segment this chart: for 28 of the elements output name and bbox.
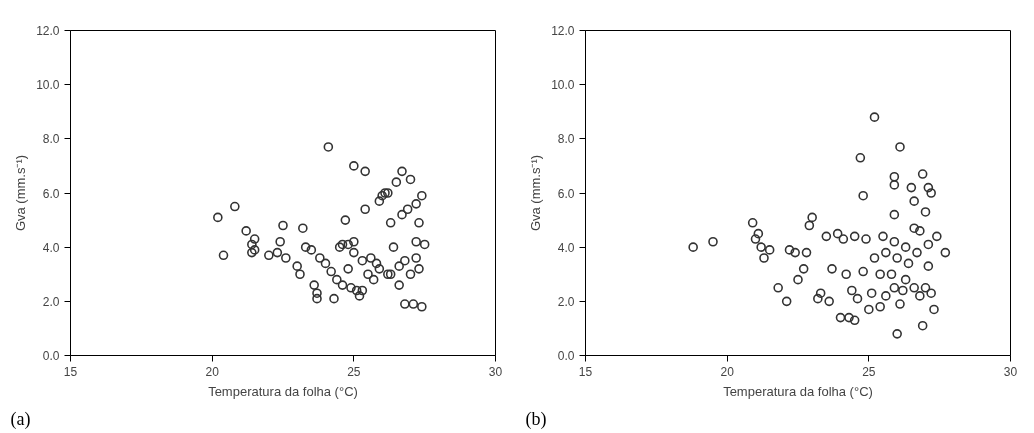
x-tick-label: 20 — [205, 364, 220, 379]
y-tick-label: 12.0 — [36, 24, 60, 38]
y-tick-label: 12.0 — [551, 24, 575, 38]
y-tick-label: 10.0 — [36, 78, 60, 93]
y-tick-label: 4.0 — [42, 240, 60, 255]
x-axis-title: Temperatura da folha (°C) — [723, 383, 873, 399]
text: (a) — [10, 408, 31, 430]
y-tick-label: 0.0 — [42, 349, 60, 363]
x-axis-title: Temperatura da folha (°C) — [208, 383, 358, 399]
y-tick-label: 8.0 — [557, 132, 575, 147]
x-tick-label: 20 — [720, 364, 735, 379]
y-tick-label: 4.0 — [557, 240, 575, 255]
y-tick-label: 8.0 — [42, 132, 60, 147]
y-tick-label: 2.0 — [42, 294, 60, 309]
x-tick-label: 25 — [347, 364, 361, 379]
x-tick-label: 15 — [578, 364, 593, 379]
y-tick-label: 2.0 — [557, 294, 575, 309]
y-tick-label: 6.0 — [42, 186, 60, 201]
y-tick-label: 10.0 — [551, 78, 575, 93]
x-tick-label: 30 — [1003, 364, 1018, 379]
x-tick-label: 15 — [63, 364, 78, 379]
y-axis-title: Gva (mm.s⁻¹) — [13, 154, 29, 232]
x-tick-label: 25 — [862, 364, 876, 379]
y-tick-label: 0.0 — [557, 349, 575, 363]
y-axis-title: Gva (mm.s⁻¹) — [528, 154, 544, 232]
y-tick-label: 6.0 — [557, 186, 575, 201]
text: (b) — [525, 408, 547, 430]
x-tick-label: 30 — [488, 364, 503, 379]
